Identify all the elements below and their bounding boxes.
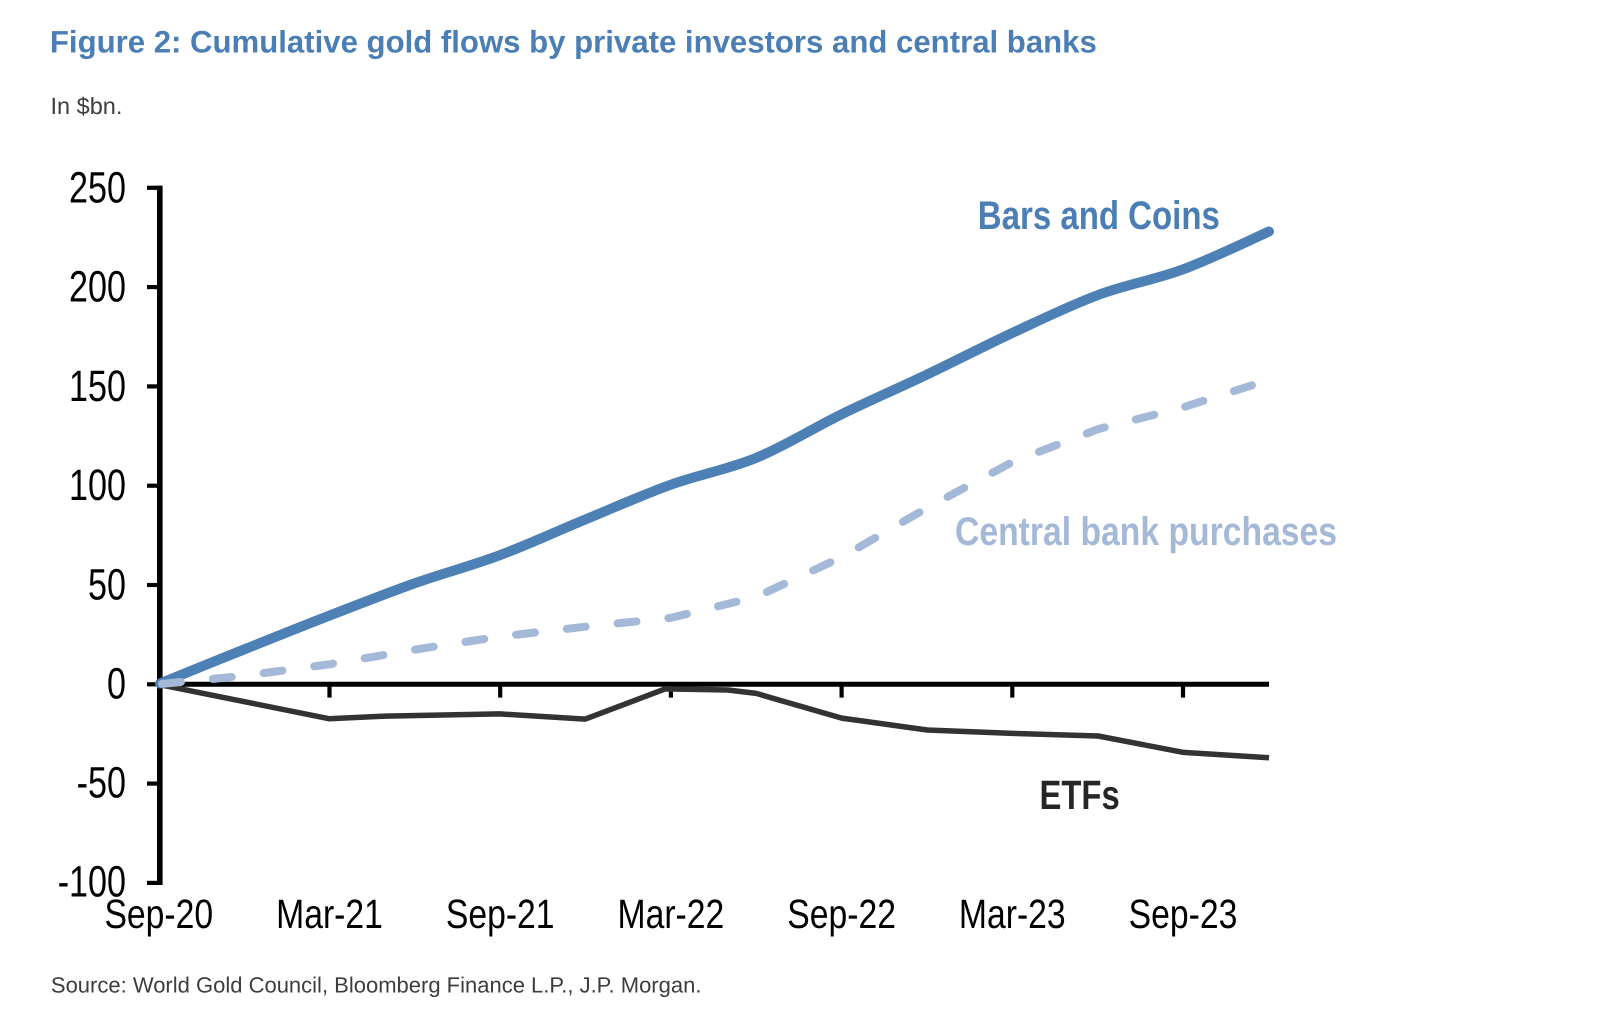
svg-text:150: 150 bbox=[69, 362, 126, 411]
svg-text:Figure 2: Cumulative gold flow: Figure 2: Cumulative gold flows by priva… bbox=[50, 24, 1097, 59]
svg-text:Sep-20: Sep-20 bbox=[104, 891, 213, 937]
svg-text:Mar-23: Mar-23 bbox=[959, 891, 1066, 937]
svg-text:100: 100 bbox=[69, 461, 126, 510]
svg-text:Sep-22: Sep-22 bbox=[787, 891, 896, 937]
svg-text:-100: -100 bbox=[58, 857, 126, 906]
svg-text:-50: -50 bbox=[77, 758, 126, 807]
svg-text:Sep-23: Sep-23 bbox=[1129, 891, 1238, 937]
svg-text:0: 0 bbox=[107, 660, 126, 709]
svg-text:Central bank purchases: Central bank purchases bbox=[955, 510, 1337, 554]
svg-text:Source: World Gold Council, Bl: Source: World Gold Council, Bloomberg Fi… bbox=[51, 972, 702, 997]
svg-text:Bars and Coins: Bars and Coins bbox=[978, 194, 1220, 238]
svg-text:200: 200 bbox=[69, 263, 126, 312]
svg-text:Sep-21: Sep-21 bbox=[446, 891, 555, 937]
svg-text:In $bn.: In $bn. bbox=[51, 93, 123, 119]
svg-text:Mar-22: Mar-22 bbox=[618, 891, 725, 937]
svg-text:ETFs: ETFs bbox=[1040, 772, 1120, 818]
svg-text:250: 250 bbox=[69, 163, 126, 212]
svg-text:Mar-21: Mar-21 bbox=[276, 891, 383, 937]
svg-text:50: 50 bbox=[88, 561, 126, 610]
